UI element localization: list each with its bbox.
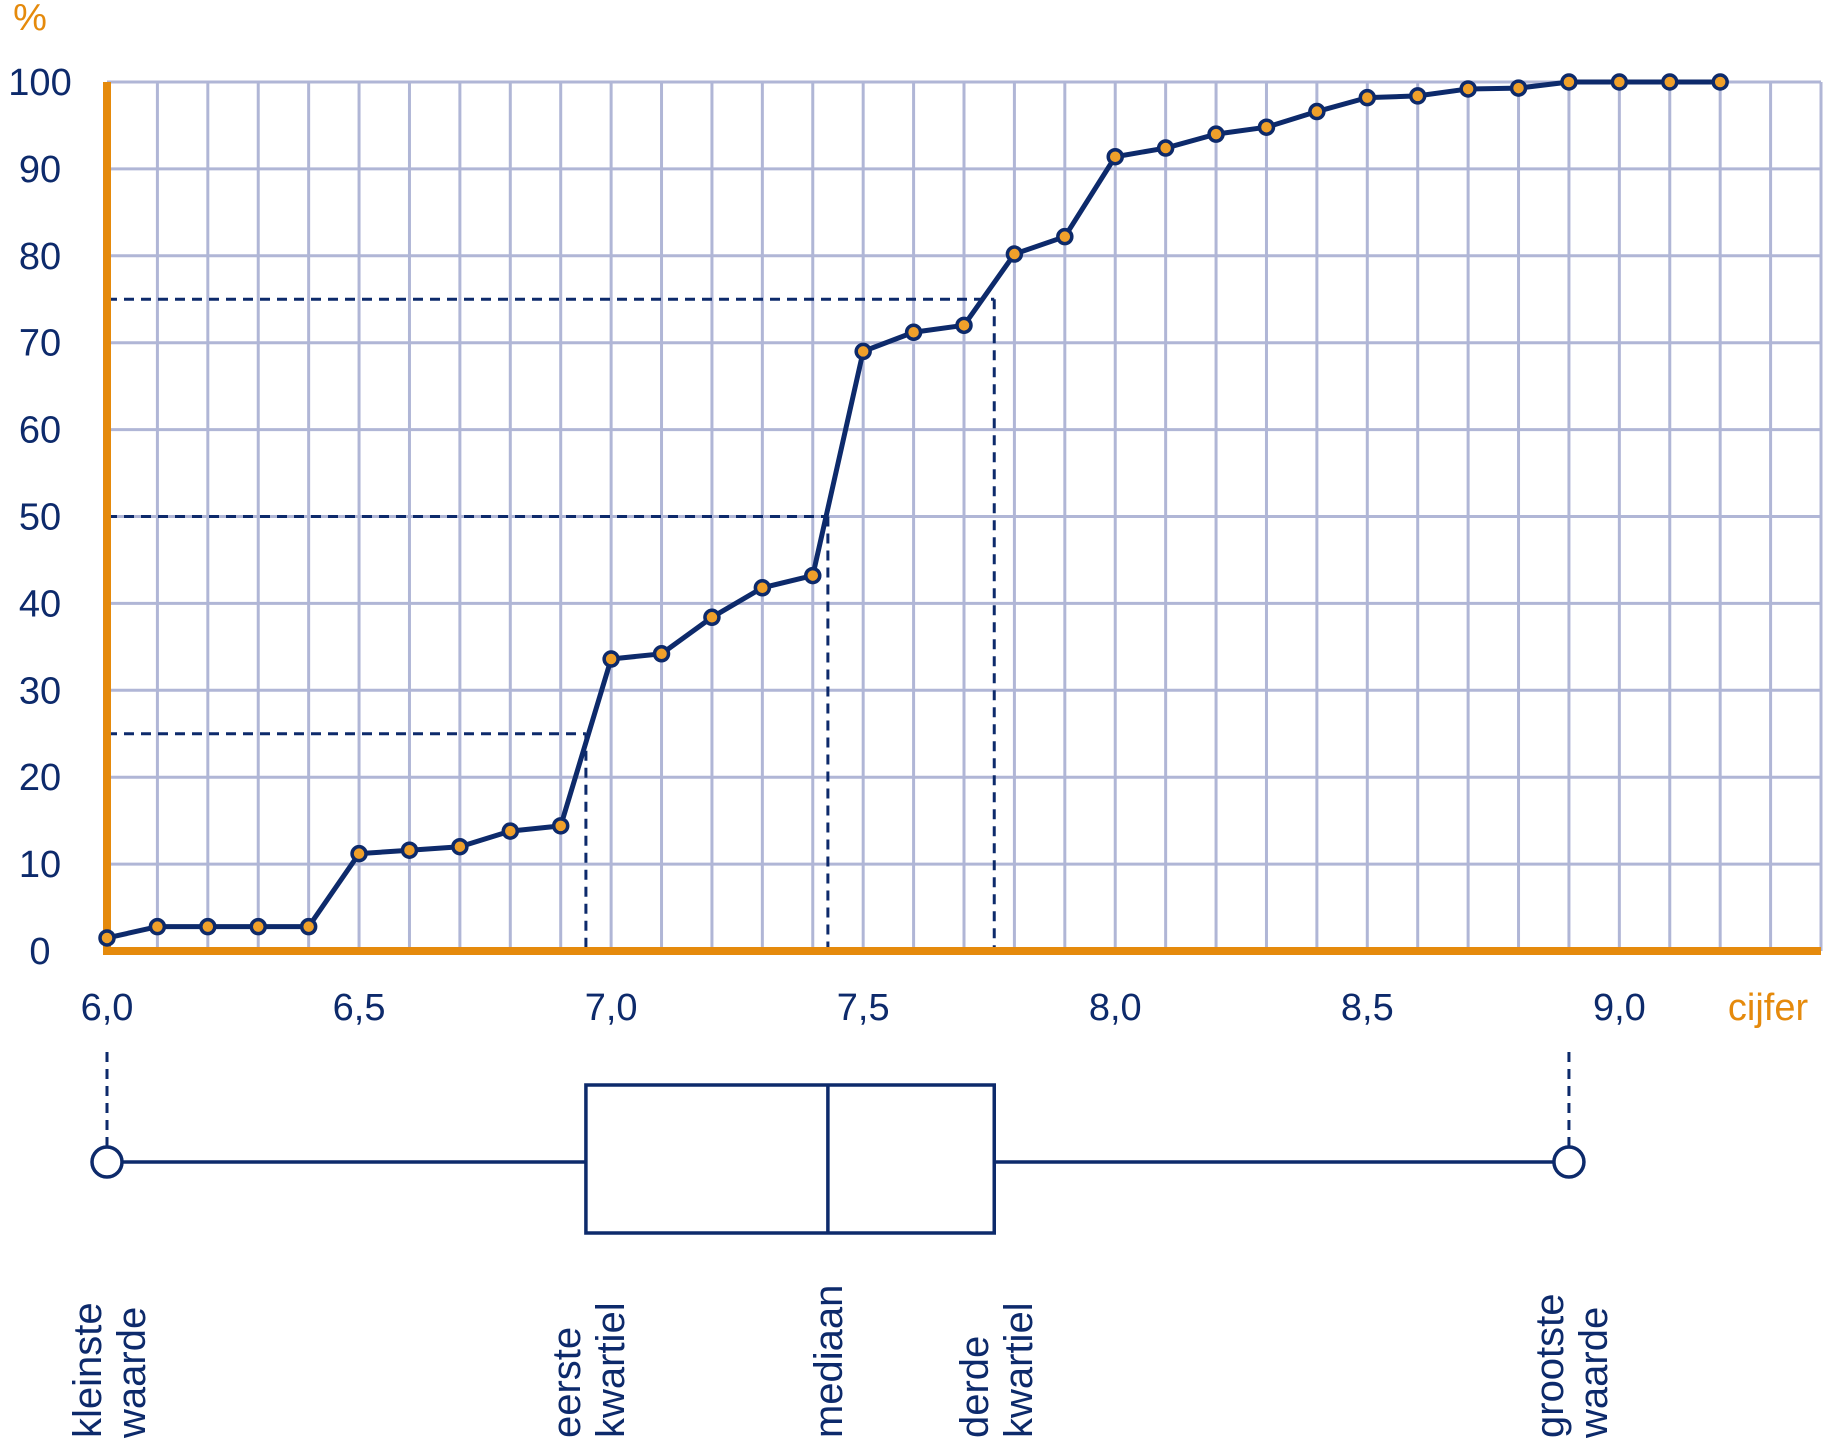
x-tick-label: 9,0 (1593, 987, 1646, 1029)
boxplot (90, 1052, 1586, 1235)
tick-labels: 0 10 20 30 40 50 60 70 80 90 100 6,0 6,5 7,0 7,5 8,0 8,5… (8, 62, 1645, 1029)
data-point (1106, 147, 1124, 166)
data-point (753, 579, 772, 597)
x-tick-label: 8,0 (1089, 987, 1142, 1029)
data-point (400, 841, 419, 859)
x-tick-label: 7,5 (837, 987, 890, 1029)
x-tick-label: 8,5 (1341, 987, 1394, 1029)
y-tick-label: 30 (19, 670, 61, 712)
boxplot-label-min: waarde (110, 1307, 154, 1439)
data-point (1661, 73, 1679, 91)
data-point (703, 608, 721, 627)
y-tick-label: 80 (19, 236, 61, 278)
max-marker (1552, 1145, 1586, 1179)
boxplot-label-max: grootste (1528, 1293, 1572, 1438)
data-point (199, 917, 217, 936)
data-point (1207, 125, 1225, 143)
data-point (551, 817, 570, 835)
boxplot-label-max: waarde (1572, 1307, 1616, 1439)
data-point (1459, 80, 1477, 98)
data-point (501, 822, 520, 840)
boxplot-label-q1: eerste (545, 1327, 589, 1438)
y-tick-label: 70 (19, 323, 61, 365)
data-point (1509, 79, 1528, 97)
cumulative-series (98, 73, 1729, 947)
y-tick-label: 60 (19, 410, 61, 452)
data-point (1056, 227, 1074, 246)
quartile-guides (107, 297, 996, 951)
y-tick-label: 40 (19, 583, 61, 625)
boxplot-labels: kleinste waarde eerste kwartiel mediaan derde… (66, 1285, 1616, 1439)
data-point (1560, 73, 1578, 91)
y-tick-label: 20 (19, 757, 61, 799)
x-axis-label: cijfer (1728, 987, 1809, 1029)
x-tick-label: 6,0 (81, 987, 134, 1029)
x-tick-label: 7,0 (585, 987, 638, 1029)
x-tick-label: 6,5 (333, 987, 386, 1029)
data-point (350, 844, 368, 863)
y-tick-label: 90 (19, 149, 61, 191)
quartile-guide-75 (107, 297, 996, 951)
y-tick-label: 0 (29, 931, 50, 973)
data-point (1308, 102, 1326, 121)
boxplot-label-q3: derde (953, 1336, 997, 1438)
data-point (854, 342, 872, 361)
data-point (602, 650, 620, 668)
data-point (904, 323, 923, 342)
quartile-guide-25 (107, 732, 588, 951)
interquartile-box (584, 1083, 996, 1235)
boxplot-label-q3: kwartiel (997, 1302, 1041, 1438)
axes (103, 82, 1821, 955)
data-point (98, 929, 116, 947)
data-point (1711, 73, 1729, 91)
data-point (249, 917, 267, 936)
boxplot-label-median: mediaan (807, 1285, 851, 1438)
data-point (1408, 87, 1427, 105)
y-tick-label: 10 (19, 844, 61, 886)
y-axis-label: % (13, 0, 47, 39)
data-point (1156, 139, 1175, 157)
min-marker (90, 1145, 124, 1179)
data-point (451, 837, 469, 856)
data-point (804, 566, 822, 585)
boxplot-label-min: kleinste (66, 1302, 110, 1438)
y-tick-label: 100 (8, 62, 71, 104)
data-point (299, 917, 318, 936)
data-point (955, 316, 973, 335)
data-point (1610, 73, 1629, 91)
boxplot-label-q1: kwartiel (589, 1302, 633, 1438)
quartile-guide-50 (107, 515, 830, 951)
data-point (1005, 245, 1024, 263)
data-point (1358, 88, 1377, 107)
y-tick-label: 50 (19, 497, 61, 539)
data-point (652, 645, 671, 663)
data-point (1257, 118, 1276, 136)
data-point (148, 917, 167, 936)
